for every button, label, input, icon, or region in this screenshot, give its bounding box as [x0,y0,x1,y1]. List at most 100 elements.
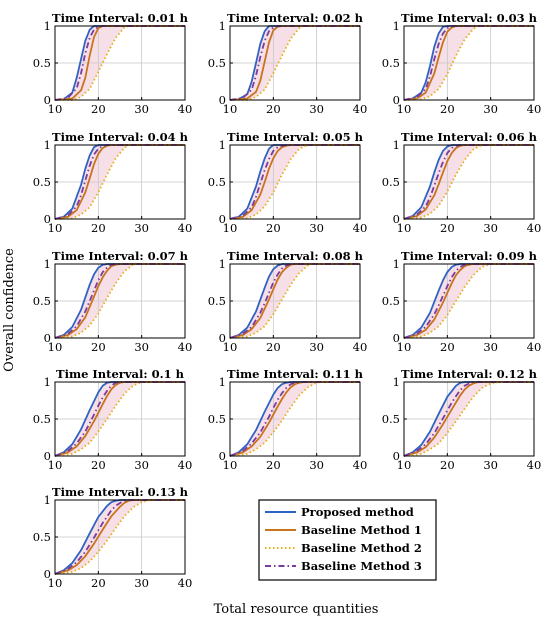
x-tick-label: 20 [91,458,106,472]
x-tick-label: 30 [134,458,149,472]
y-tick-label: 0.5 [208,412,226,426]
y-tick-label: 0 [219,212,226,226]
y-tick-label: 0 [219,93,226,107]
y-tick-label: 0.5 [33,412,51,426]
x-tick-label: 20 [266,340,281,354]
y-tick-label: 0 [44,212,51,226]
x-tick-label: 20 [440,340,455,354]
y-tick-label: 1 [393,375,400,389]
series-line-baseline1 [403,381,534,457]
series-line-baseline3 [54,381,185,457]
series-line-baseline1 [54,263,185,339]
y-tick-label: 1 [393,257,400,271]
x-tick-label: 20 [266,221,281,235]
x-tick-label: 10 [223,458,238,472]
x-tick-label: 20 [440,102,455,116]
subplot-title: Time Interval: 0.06 h [401,130,538,144]
x-tick-label: 10 [48,576,63,590]
x-tick-label: 40 [353,102,368,116]
y-tick-label: 0.5 [382,294,400,308]
series-line-baseline3 [54,263,185,339]
x-tick-label: 30 [309,340,324,354]
y-tick-label: 0.5 [208,175,226,189]
series-line-baseline2 [403,25,534,101]
x-tick-label: 10 [48,340,63,354]
subplot-title: Time Interval: 0.05 h [227,130,364,144]
subplot-5: Time Interval: 0.05 h 10 20 30 40 0 0.5 1 [208,130,368,235]
figure-xlabel: Total resource quantities [214,602,379,617]
x-tick-label: 40 [353,221,368,235]
subplot-title: Time Interval: 0.01 h [52,11,189,25]
y-tick-label: 1 [219,257,226,271]
x-tick-label: 10 [48,458,63,472]
x-tick-label: 20 [91,102,106,116]
y-tick-label: 0.5 [382,175,400,189]
series-line-baseline1 [229,144,360,220]
y-tick-label: 1 [219,138,226,152]
y-tick-label: 0 [393,331,400,345]
subplot-title: Time Interval: 0.02 h [227,11,364,25]
series-line-proposed [229,263,360,339]
y-tick-label: 0 [393,212,400,226]
subplot-title: Time Interval: 0.09 h [401,249,538,263]
x-tick-label: 30 [483,458,498,472]
x-tick-label: 10 [223,221,238,235]
y-tick-label: 0 [219,331,226,345]
subplot-4: Time Interval: 0.04 h 10 20 30 40 0 0.5 1 [33,130,193,235]
y-tick-label: 1 [44,257,51,271]
legend: Proposed method Baseline Method 1 Baseli… [258,499,437,581]
y-tick-label: 0.5 [382,56,400,70]
y-tick-label: 0 [219,449,226,463]
y-tick-label: 1 [44,375,51,389]
x-tick-label: 40 [527,458,542,472]
y-tick-label: 0 [44,93,51,107]
y-tick-label: 0.5 [208,294,226,308]
x-tick-label: 20 [91,340,106,354]
series-line-baseline3 [403,144,534,220]
subplot-title: Time Interval: 0.11 h [227,367,364,381]
y-tick-label: 1 [219,375,226,389]
x-tick-label: 30 [134,576,149,590]
x-tick-label: 40 [178,340,193,354]
x-tick-label: 10 [397,102,412,116]
figure-ylabel: Overall confidence [2,248,17,372]
y-tick-label: 0 [393,449,400,463]
x-tick-label: 10 [397,221,412,235]
x-tick-label: 40 [353,340,368,354]
subplot-12: Time Interval: 0.12 h 10 20 30 40 0 0.5 1 [382,367,542,472]
x-tick-label: 30 [134,102,149,116]
y-tick-label: 1 [44,493,51,507]
series-line-baseline3 [403,381,534,457]
x-tick-label: 10 [397,458,412,472]
x-tick-label: 20 [440,221,455,235]
x-tick-label: 40 [353,458,368,472]
subplot-6: Time Interval: 0.06 h 10 20 30 40 0 0.5 1 [382,130,542,235]
subplot-2: Time Interval: 0.02 h 10 20 30 40 0 0.5 1 [208,11,368,116]
x-tick-label: 30 [483,340,498,354]
series-line-baseline2 [54,144,185,220]
y-tick-label: 0 [44,449,51,463]
x-tick-label: 10 [223,102,238,116]
x-tick-label: 40 [178,221,193,235]
y-tick-label: 0.5 [382,412,400,426]
y-tick-label: 0.5 [33,530,51,544]
x-tick-label: 40 [178,458,193,472]
y-tick-label: 1 [219,19,226,33]
subplot-title: Time Interval: 0.08 h [227,249,364,263]
subplot-7: Time Interval: 0.07 h 10 20 30 40 0 0.5 1 [33,249,193,354]
x-tick-label: 40 [527,340,542,354]
series-line-baseline2 [403,144,534,220]
series-line-baseline3 [54,499,185,575]
subplot-8: Time Interval: 0.08 h 10 20 30 40 0 0.5 1 [208,249,368,354]
series-line-baseline3 [229,144,360,220]
x-tick-label: 20 [440,458,455,472]
x-tick-label: 40 [178,576,193,590]
x-tick-label: 20 [91,576,106,590]
y-tick-label: 1 [393,138,400,152]
subplot-9: Time Interval: 0.09 h 10 20 30 40 0 0.5 1 [382,249,542,354]
subplot-3: Time Interval: 0.03 h 10 20 30 40 0 0.5 1 [382,11,542,116]
legend-label-baseline3: Baseline Method 3 [301,559,422,573]
series-line-baseline1 [54,381,185,457]
